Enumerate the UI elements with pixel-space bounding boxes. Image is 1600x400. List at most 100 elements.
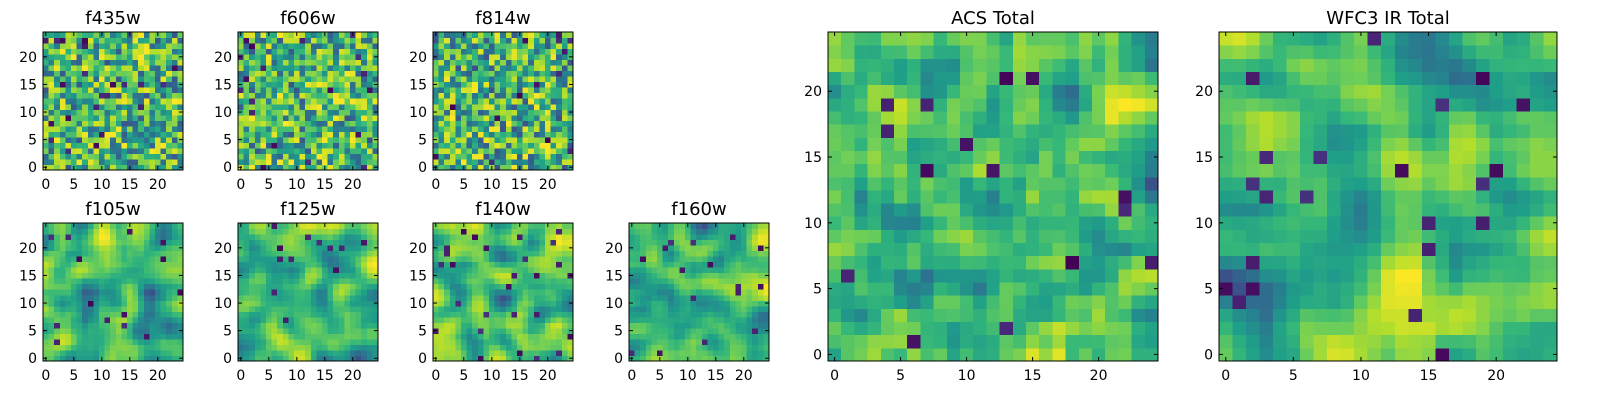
heatmap-cell <box>449 164 456 171</box>
heatmap-cell <box>93 278 100 285</box>
heatmap-cell <box>249 311 256 318</box>
heatmap-cell <box>533 311 540 318</box>
heatmap-cell <box>634 327 641 334</box>
heatmap-cell <box>82 142 89 149</box>
heatmap-cell <box>634 322 641 329</box>
heatmap-cell <box>366 250 373 257</box>
heatmap-cell <box>155 256 162 263</box>
heatmap-cell <box>327 278 334 285</box>
heatmap-cell <box>505 32 512 39</box>
heatmap-cell <box>299 54 306 61</box>
heatmap-cell <box>455 333 462 340</box>
heatmap-cell <box>511 327 518 334</box>
heatmap-cell <box>657 316 664 323</box>
heatmap-cell <box>282 147 289 154</box>
heatmap-cell <box>640 267 647 274</box>
heatmap-cell <box>110 70 117 77</box>
heatmap-cell <box>171 32 178 39</box>
heatmap-cell <box>494 289 501 296</box>
heatmap-cell <box>115 316 122 323</box>
heatmap-cell <box>438 54 445 61</box>
heatmap-cell <box>166 59 173 66</box>
heatmap-cell <box>528 158 535 165</box>
heatmap-cell <box>171 59 178 66</box>
heatmap-cell <box>93 294 100 301</box>
heatmap-cell <box>533 305 540 312</box>
heatmap-cell <box>999 176 1014 191</box>
heatmap-cell <box>149 223 156 230</box>
heatmap-cell <box>271 338 278 345</box>
heatmap-cell <box>455 311 462 318</box>
heatmap-cell <box>1118 347 1133 362</box>
x-tick-label: 20 <box>149 177 167 193</box>
heatmap-cell <box>171 114 178 121</box>
heatmap-cell <box>333 355 340 362</box>
heatmap-cell <box>511 114 518 121</box>
heatmap-cell <box>54 349 61 356</box>
heatmap-cell <box>338 261 345 268</box>
heatmap-cell <box>350 125 357 132</box>
heatmap-cell <box>271 70 278 77</box>
heatmap-cell <box>322 294 329 301</box>
heatmap-cell <box>243 272 250 279</box>
heatmap-cell <box>483 164 490 171</box>
heatmap-cell <box>366 76 373 83</box>
heatmap-cell <box>277 333 284 340</box>
heatmap-cell <box>71 43 78 50</box>
heatmap-cell <box>254 300 261 307</box>
heatmap-cell <box>93 327 100 334</box>
heatmap-cell <box>104 234 111 241</box>
heatmap-cell <box>561 59 568 66</box>
heatmap-cell <box>305 153 312 160</box>
heatmap-cell <box>545 125 552 132</box>
heatmap-cell <box>294 120 301 127</box>
heatmap-cell <box>282 272 289 279</box>
heatmap-cell <box>155 87 162 94</box>
heatmap-cell <box>160 153 167 160</box>
heatmap-cell <box>288 333 295 340</box>
heatmap-cell <box>1052 347 1067 362</box>
heatmap-cell <box>444 65 451 72</box>
heatmap-cell <box>344 114 351 121</box>
heatmap-cell <box>561 147 568 154</box>
heatmap-cell <box>685 294 692 301</box>
heatmap-cell <box>104 54 111 61</box>
heatmap-cell <box>115 43 122 50</box>
heatmap-cell <box>59 37 66 44</box>
heatmap-cell <box>260 87 267 94</box>
heatmap-cell <box>177 103 184 110</box>
heatmap-cell <box>243 32 250 39</box>
heatmap-cell <box>48 32 55 39</box>
heatmap-cell <box>1065 176 1080 191</box>
heatmap-cell <box>461 153 468 160</box>
heatmap-cell <box>522 92 529 99</box>
heatmap-cell <box>338 355 345 362</box>
heatmap-cell <box>533 234 540 241</box>
heatmap-cell <box>707 294 714 301</box>
heatmap-cell <box>160 250 167 257</box>
heatmap-cell <box>634 289 641 296</box>
heatmap-cell <box>724 327 731 334</box>
heatmap-cell <box>662 283 669 290</box>
heatmap-cell <box>266 316 273 323</box>
heatmap-cell <box>316 59 323 66</box>
heatmap-cell <box>449 48 456 55</box>
heatmap-cell <box>472 300 479 307</box>
heatmap-cell <box>271 267 278 274</box>
heatmap-cell <box>673 272 680 279</box>
heatmap-cell <box>127 98 134 105</box>
heatmap-cell <box>999 295 1014 309</box>
heatmap-cell <box>310 327 317 334</box>
heatmap-cell <box>707 327 714 334</box>
heatmap-cell <box>735 322 742 329</box>
heatmap-cell <box>171 256 178 263</box>
heatmap-cell <box>160 87 167 94</box>
heatmap-cell <box>517 261 524 268</box>
heatmap-cell <box>310 250 317 257</box>
heatmap-cell <box>350 245 357 252</box>
heatmap-cell <box>511 164 518 171</box>
heatmap-cell <box>338 322 345 329</box>
heatmap-cell <box>249 305 256 312</box>
heatmap-cell <box>155 59 162 66</box>
heatmap-cell <box>550 305 557 312</box>
